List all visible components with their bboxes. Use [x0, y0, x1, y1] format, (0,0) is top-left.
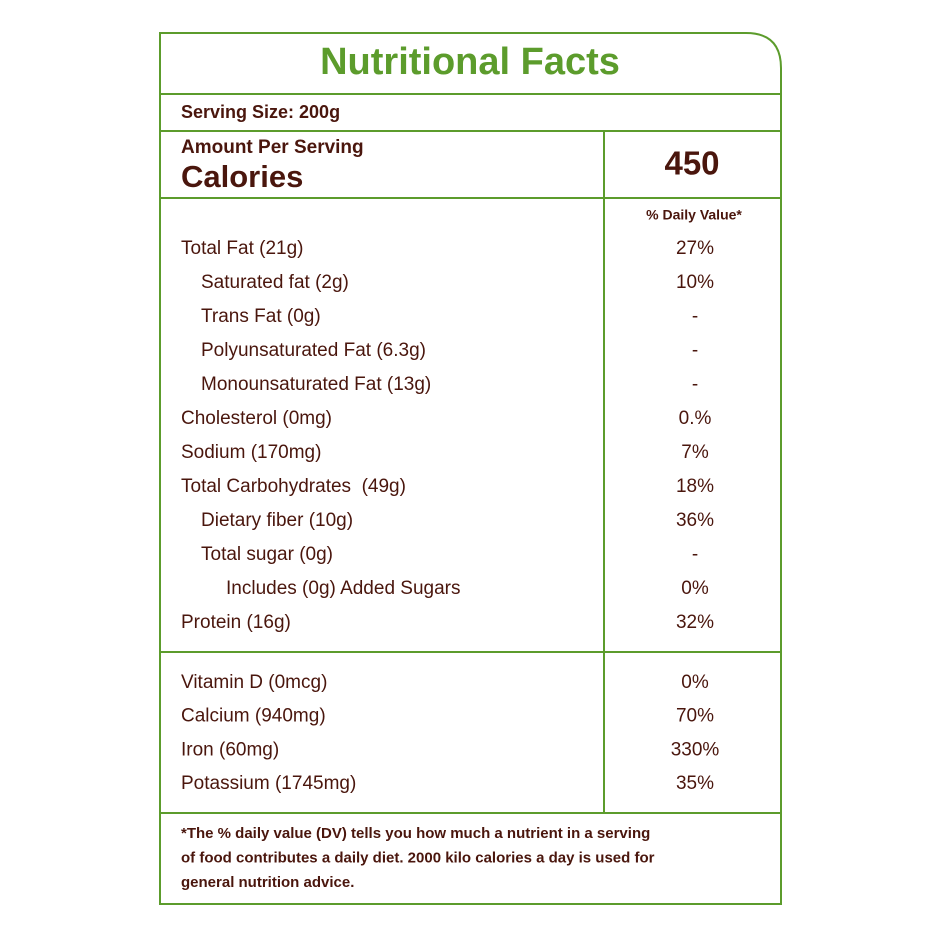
- nutrient-label: Trans Fat (0g): [201, 306, 321, 327]
- daily-value-header: % Daily Value*: [646, 207, 742, 223]
- daily-value: 10%: [676, 272, 714, 293]
- nutrient-label: Total Carbohydrates (49g): [181, 476, 406, 497]
- nutrient-label: Monounsaturated Fat (13g): [201, 374, 431, 395]
- title: Nutritional Facts: [320, 41, 620, 83]
- daily-value: 0%: [681, 672, 709, 693]
- serving-size: Serving Size: 200g: [181, 102, 340, 122]
- daily-value: 0.%: [679, 408, 712, 429]
- daily-value: -: [692, 340, 698, 361]
- daily-value: -: [692, 306, 698, 327]
- label-frame: [159, 32, 782, 905]
- daily-value: 0%: [681, 578, 709, 599]
- daily-value: 7%: [681, 442, 709, 463]
- daily-value: 330%: [671, 739, 720, 760]
- amount-caption: Amount Per Serving: [181, 137, 364, 158]
- nutrient-label: Calcium (940mg): [181, 706, 326, 727]
- footnote-line: general nutrition advice.: [181, 874, 354, 891]
- nutrient-label: Vitamin D (0mcg): [181, 672, 327, 693]
- nutrient-label: Polyunsaturated Fat (6.3g): [201, 340, 426, 361]
- nutrient-label: Iron (60mg): [181, 739, 279, 760]
- daily-value: -: [692, 544, 698, 565]
- nutrient-label: Dietary fiber (10g): [201, 510, 353, 531]
- nutrient-label: Saturated fat (2g): [201, 272, 349, 293]
- footnote-line: *The % daily value (DV) tells you how mu…: [181, 825, 650, 842]
- calories-value: 450: [664, 145, 719, 182]
- daily-value: 35%: [676, 773, 714, 794]
- calories-label: Calories: [181, 159, 303, 194]
- nutrient-label: Protein (16g): [181, 612, 291, 633]
- daily-value: 70%: [676, 706, 714, 727]
- daily-value: 36%: [676, 510, 714, 531]
- daily-value: -: [692, 374, 698, 395]
- nutrient-label: Cholesterol (0mg): [181, 408, 332, 429]
- nutrient-label: Includes (0g) Added Sugars: [226, 578, 461, 599]
- nutrient-label: Potassium (1745mg): [181, 773, 356, 794]
- daily-value: 32%: [676, 612, 714, 633]
- footnote-line: of food contributes a daily diet. 2000 k…: [181, 849, 655, 866]
- nutrient-label: Sodium (170mg): [181, 442, 321, 463]
- daily-value: 18%: [676, 476, 714, 497]
- nutrient-label: Total Fat (21g): [181, 238, 304, 259]
- nutrient-label: Total sugar (0g): [201, 544, 333, 565]
- daily-value: 27%: [676, 238, 714, 259]
